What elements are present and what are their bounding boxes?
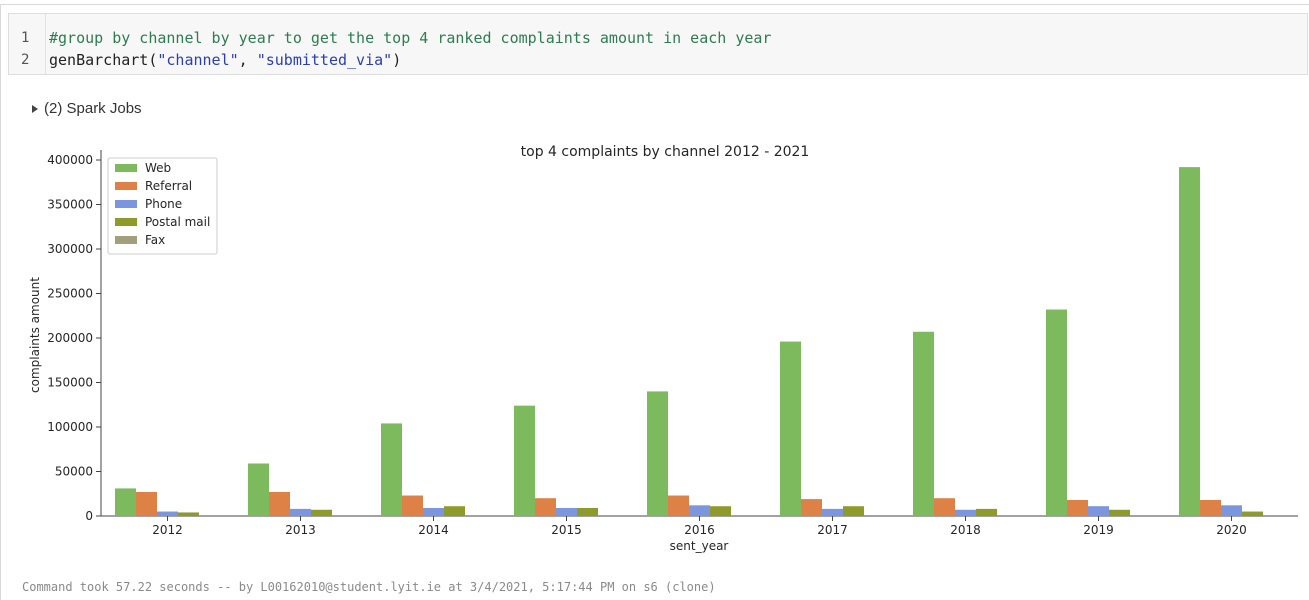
bar-web bbox=[647, 391, 668, 516]
bar-phone bbox=[157, 511, 178, 516]
bar-referral bbox=[1067, 499, 1088, 516]
y-tick-label: 400000 bbox=[47, 153, 93, 167]
legend-swatch bbox=[115, 236, 137, 244]
y-tick-label: 0 bbox=[85, 509, 93, 523]
bar-phone bbox=[556, 507, 577, 516]
line-number: 2 bbox=[21, 52, 30, 68]
y-tick-label: 300000 bbox=[47, 242, 93, 256]
chart-legend: Web Referral Phone Postal mail Fax bbox=[107, 157, 218, 255]
bar-referral bbox=[535, 498, 556, 516]
code-paren: ) bbox=[392, 51, 402, 69]
caret-right-icon bbox=[32, 104, 38, 113]
bar-phone bbox=[1088, 506, 1109, 516]
x-tick-label: 2020 bbox=[1216, 523, 1247, 537]
y-tick-label: 350000 bbox=[47, 198, 93, 212]
legend-entry: Phone bbox=[145, 197, 182, 211]
x-tick-label: 2013 bbox=[285, 523, 316, 537]
bar-postal-mail bbox=[1242, 511, 1263, 516]
cell-top-border bbox=[0, 4, 1309, 5]
x-tick-label: 2015 bbox=[551, 523, 582, 537]
bar-referral bbox=[402, 495, 423, 516]
chart-axes: 0 50000 100000 150000 200000 250000 300000 3500… bbox=[47, 150, 1298, 537]
bar-web bbox=[913, 331, 934, 516]
command-status: Command took 57.22 seconds -- by L001620… bbox=[22, 580, 716, 594]
bar-postal-mail bbox=[577, 507, 598, 516]
bar-phone bbox=[955, 509, 976, 516]
bar-postal-mail bbox=[444, 506, 465, 516]
bar-web bbox=[248, 463, 269, 516]
bar-referral bbox=[1200, 499, 1221, 516]
chart-bars bbox=[115, 167, 1263, 516]
bar-postal-mail bbox=[843, 506, 864, 516]
bar-phone bbox=[1221, 505, 1242, 516]
code-comment: #group by channel by year to get the top… bbox=[49, 29, 772, 47]
legend-entry: Postal mail bbox=[145, 215, 210, 229]
bar-web bbox=[115, 488, 136, 516]
bar-web bbox=[1179, 167, 1200, 516]
bar-referral bbox=[934, 498, 955, 516]
bar-phone bbox=[290, 508, 311, 516]
x-tick-label: 2014 bbox=[418, 523, 449, 537]
bar-web bbox=[381, 423, 402, 516]
legend-swatch bbox=[115, 182, 137, 190]
y-tick-label: 50000 bbox=[55, 465, 93, 479]
cell-left-border bbox=[0, 4, 1, 600]
code-function: genBarchart( bbox=[49, 51, 158, 69]
x-tick-label: 2019 bbox=[1083, 523, 1114, 537]
bar-postal-mail bbox=[311, 509, 332, 516]
bar-referral bbox=[269, 491, 290, 516]
bar-postal-mail bbox=[178, 512, 199, 516]
legend-entry: Fax bbox=[145, 233, 165, 247]
legend-swatch bbox=[115, 218, 137, 226]
bar-postal-mail bbox=[710, 506, 731, 516]
code-editor[interactable]: 1 2 #group by channel by year to get the… bbox=[8, 13, 1308, 75]
line-number-gutter: 1 2 bbox=[9, 14, 46, 74]
chart-title: top 4 complaints by channel 2012 - 2021 bbox=[521, 144, 810, 160]
bar-postal-mail bbox=[1109, 509, 1130, 516]
y-tick-label: 250000 bbox=[47, 287, 93, 301]
x-axis-label: sent_year bbox=[670, 539, 729, 553]
y-tick-label: 100000 bbox=[47, 420, 93, 434]
spark-jobs-toggle[interactable]: (2) Spark Jobs bbox=[32, 100, 142, 117]
x-tick-label: 2017 bbox=[817, 523, 848, 537]
code-string: "submitted_via" bbox=[256, 51, 393, 69]
y-tick-label: 150000 bbox=[47, 376, 93, 390]
bar-web bbox=[514, 405, 535, 516]
bar-web bbox=[780, 341, 801, 516]
x-tick-label: 2016 bbox=[684, 523, 715, 537]
bar-phone bbox=[822, 508, 843, 516]
bar-postal-mail bbox=[976, 508, 997, 516]
y-tick-label: 200000 bbox=[47, 331, 93, 345]
y-axis-label: complaints amount bbox=[28, 277, 42, 393]
legend-swatch bbox=[115, 200, 137, 208]
code-string: "channel" bbox=[157, 51, 239, 69]
line-number: 1 bbox=[21, 30, 30, 46]
x-tick-label: 2012 bbox=[152, 523, 183, 537]
code-separator: , bbox=[238, 51, 257, 69]
x-tick-label: 2018 bbox=[950, 523, 981, 537]
bar-referral bbox=[136, 491, 157, 516]
bar-referral bbox=[801, 499, 822, 516]
bar-web bbox=[1046, 309, 1067, 516]
bar-phone bbox=[423, 507, 444, 516]
legend-entry: Referral bbox=[145, 179, 192, 193]
bar-referral bbox=[668, 495, 689, 516]
legend-swatch bbox=[115, 164, 137, 172]
bar-phone bbox=[689, 505, 710, 516]
bar-chart: 0 50000 100000 150000 200000 250000 300000 3500… bbox=[28, 144, 1298, 553]
legend-entry: Web bbox=[145, 161, 171, 175]
code-line-call: genBarchart("channel", "submitted_via") bbox=[49, 51, 401, 69]
code-line-comment: #group by channel by year to get the top… bbox=[49, 29, 771, 47]
spark-jobs-label: (2) Spark Jobs bbox=[44, 100, 142, 117]
